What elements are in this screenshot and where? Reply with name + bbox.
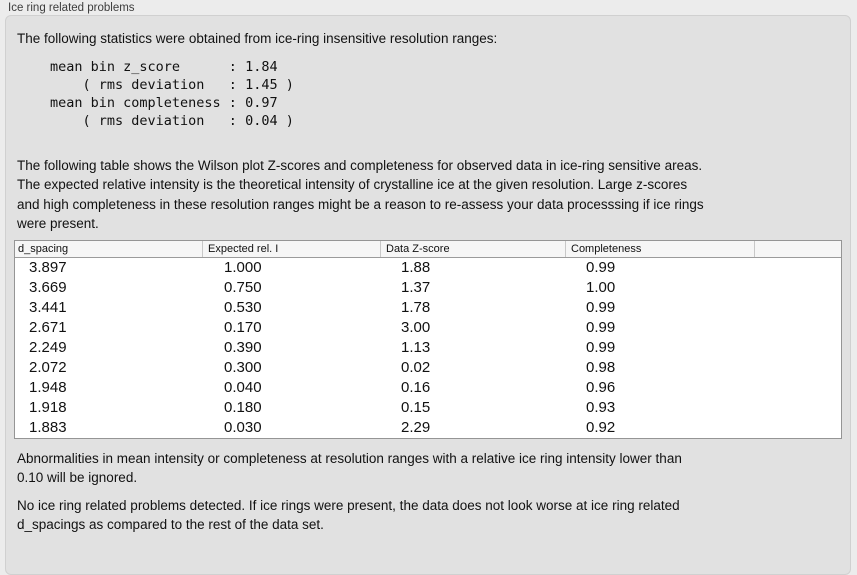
- table-cell-empty: [755, 298, 841, 318]
- table-cell: 0.750: [224, 279, 262, 296]
- ice-ring-table: d_spacing Expected rel. I Data Z-score C…: [14, 240, 842, 439]
- table-cell: 1.78: [401, 299, 431, 316]
- table-cell-empty: [755, 358, 841, 378]
- table-cell: 0.530: [224, 299, 262, 316]
- table-cell-empty: [755, 378, 841, 398]
- table-cell: 0.98: [586, 359, 616, 376]
- table-cell: 0.02: [401, 359, 431, 376]
- table-cell: 0.99: [586, 299, 616, 316]
- header-cell-d-spacing[interactable]: d_spacing: [15, 241, 203, 257]
- table-cell-empty: [755, 258, 841, 278]
- table-cell: 3.441: [29, 299, 67, 316]
- table-cell: 3.669: [29, 279, 67, 296]
- table-cell: 0.93: [586, 399, 616, 416]
- table-cell: 1.948: [29, 379, 67, 396]
- table-cell: 1.37: [401, 279, 431, 296]
- table-cell: 3.00: [401, 319, 431, 336]
- table-cell-empty: [755, 338, 841, 358]
- stats-block: mean bin z_score : 1.84 ( rms deviation …: [50, 59, 294, 129]
- table-cell: 0.180: [224, 399, 262, 416]
- table-row[interactable]: 3.669 0.750 1.37 1.00: [15, 278, 841, 298]
- table-row[interactable]: 3.897 1.000 1.88 0.99: [15, 258, 841, 278]
- table-cell: 0.040: [224, 379, 262, 396]
- table-cell: 0.030: [224, 419, 262, 436]
- table-cell-empty: [755, 278, 841, 298]
- header-cell-empty: [755, 241, 841, 257]
- table-header: d_spacing Expected rel. I Data Z-score C…: [15, 241, 841, 258]
- table-cell: 0.92: [586, 419, 616, 436]
- group-box: The following statistics were obtained f…: [5, 15, 851, 575]
- table-row[interactable]: 1.918 0.180 0.15 0.93: [15, 398, 841, 418]
- table-cell: 0.96: [586, 379, 616, 396]
- table-cell-empty: [755, 418, 841, 438]
- table-cell-empty: [755, 318, 841, 338]
- intro-text: The following statistics were obtained f…: [17, 31, 498, 46]
- table-cell: 0.99: [586, 259, 616, 276]
- table-row[interactable]: 1.948 0.040 0.16 0.96: [15, 378, 841, 398]
- table-cell: 1.13: [401, 339, 431, 356]
- table-cell: 0.16: [401, 379, 431, 396]
- table-cell: 1.88: [401, 259, 431, 276]
- table-intro-text: The following table shows the Wilson plo…: [17, 158, 704, 231]
- table-rows: 3.897 1.000 1.88 0.99 3.669 0.750 1.37 1.00 3.44…: [15, 258, 841, 438]
- table-row[interactable]: 3.441 0.530 1.78 0.99: [15, 298, 841, 318]
- table-cell: 0.99: [586, 339, 616, 356]
- table-cell: 1.918: [29, 399, 67, 416]
- table-cell: 0.170: [224, 319, 262, 336]
- header-cell-completeness[interactable]: Completeness: [566, 241, 755, 257]
- header-cell-expected-rel-i[interactable]: Expected rel. I: [203, 241, 381, 257]
- table-cell: 3.897: [29, 259, 67, 276]
- table-cell: 1.000: [224, 259, 262, 276]
- table-cell-empty: [755, 398, 841, 418]
- table-cell: 1.883: [29, 419, 67, 436]
- table-cell: 2.671: [29, 319, 67, 336]
- header-cell-data-z-score[interactable]: Data Z-score: [381, 241, 566, 257]
- table-cell: 2.29: [401, 419, 431, 436]
- table-cell: 0.300: [224, 359, 262, 376]
- table-cell: 1.00: [586, 279, 616, 296]
- conclusion-text: No ice ring related problems detected. I…: [17, 498, 680, 532]
- table-row[interactable]: 2.072 0.300 0.02 0.98: [15, 358, 841, 378]
- panel-title: Ice ring related problems: [8, 2, 135, 14]
- table-cell: 2.249: [29, 339, 67, 356]
- table-row[interactable]: 2.249 0.390 1.13 0.99: [15, 338, 841, 358]
- table-row[interactable]: 1.883 0.030 2.29 0.92: [15, 418, 841, 438]
- table-cell: 0.390: [224, 339, 262, 356]
- table-cell: 0.15: [401, 399, 431, 416]
- note-text: Abnormalities in mean intensity or compl…: [17, 451, 682, 485]
- table-row[interactable]: 2.671 0.170 3.00 0.99: [15, 318, 841, 338]
- table-cell: 0.99: [586, 319, 616, 336]
- table-cell: 2.072: [29, 359, 67, 376]
